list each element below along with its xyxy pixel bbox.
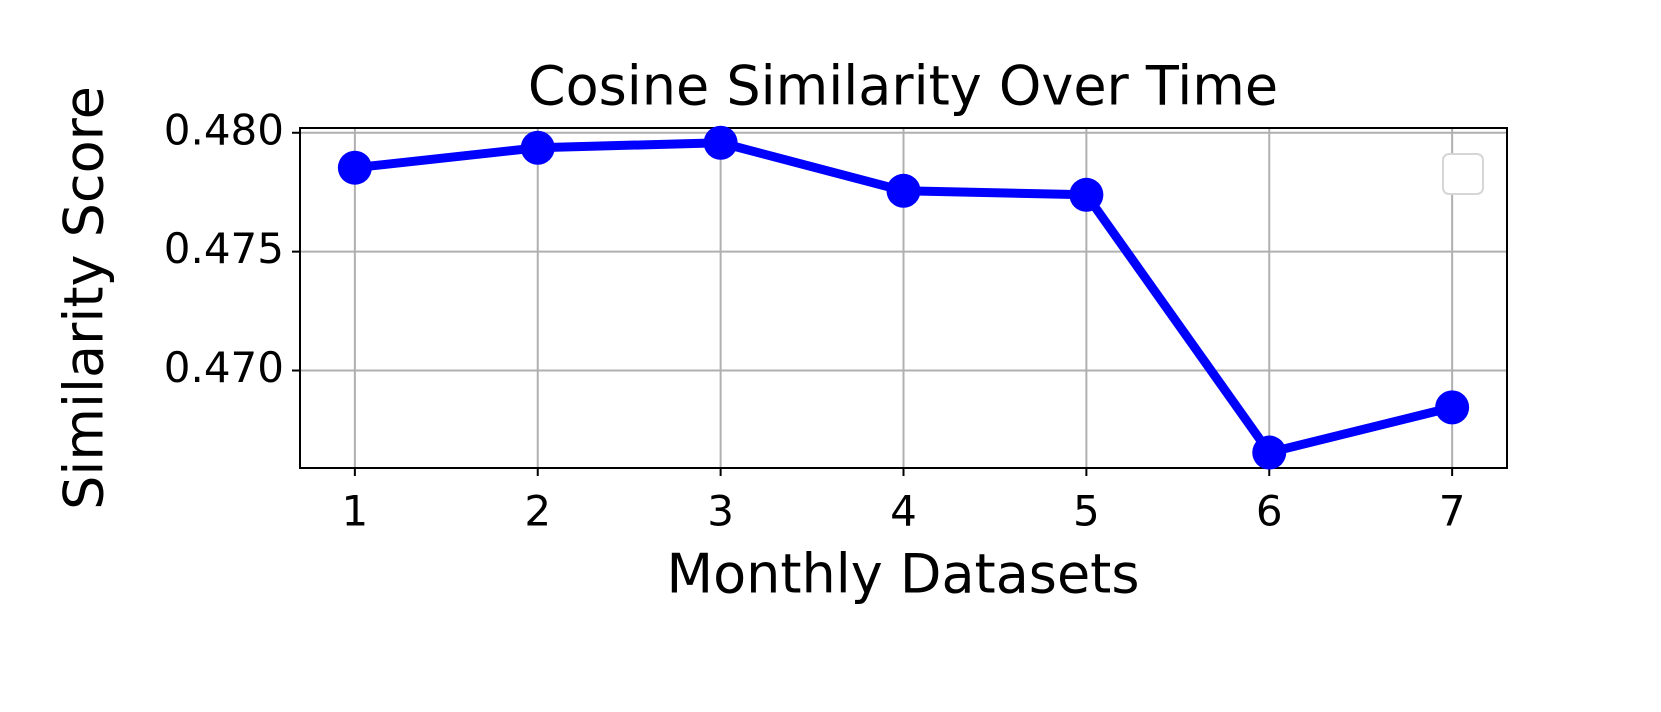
x-tick-label: 2 [524, 487, 551, 536]
x-tick-label: 5 [1073, 487, 1100, 536]
legend-box [1442, 153, 1484, 195]
marker [703, 125, 738, 160]
x-tick-label: 6 [1256, 487, 1283, 536]
marker [1252, 435, 1287, 470]
marker [1069, 177, 1104, 212]
x-tick-label: 1 [341, 487, 368, 536]
x-tick-label: 3 [707, 487, 734, 536]
marker [520, 130, 555, 165]
chart-title: Cosine Similarity Over Time [528, 55, 1278, 118]
marker [337, 150, 372, 185]
x-tick-label: 4 [890, 487, 917, 536]
marker [1435, 390, 1470, 425]
y-tick-label: 0.480 [164, 105, 284, 154]
x-tick-label: 7 [1439, 487, 1466, 536]
y-tick-label: 0.470 [164, 343, 284, 392]
y-axis-label: Similarity Score [53, 86, 116, 510]
x-axis-label: Monthly Datasets [667, 543, 1140, 606]
y-tick-label: 0.475 [164, 224, 284, 273]
plot-frame [299, 127, 1508, 469]
marker [886, 173, 921, 208]
